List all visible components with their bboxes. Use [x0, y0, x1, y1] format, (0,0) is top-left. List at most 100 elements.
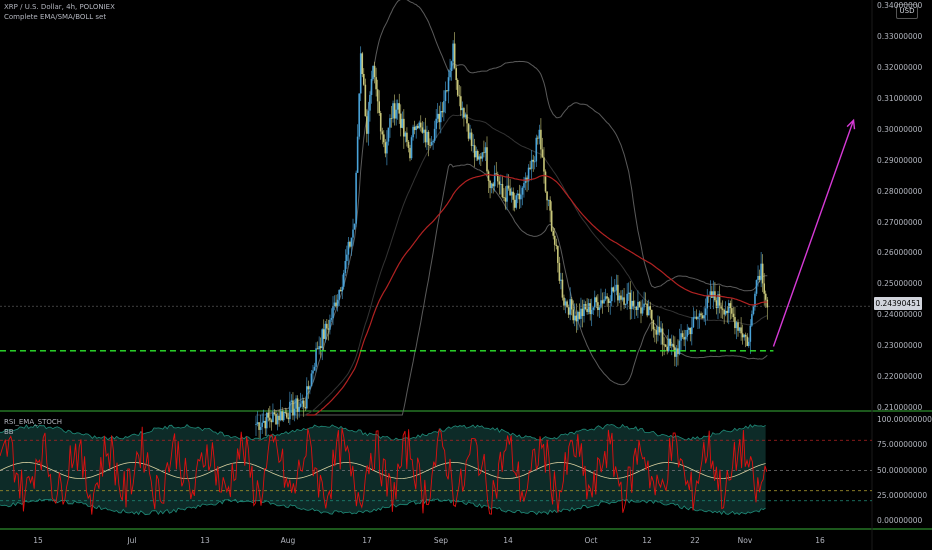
- candle-body: [367, 110, 370, 134]
- candle-body: [383, 134, 385, 143]
- candle-body: [456, 79, 459, 96]
- candle-body: [332, 306, 334, 319]
- candle-body: [661, 328, 664, 345]
- candle-body: [732, 313, 735, 318]
- candle-body: [641, 307, 644, 314]
- candle-body: [535, 137, 538, 162]
- candle-body: [353, 223, 356, 230]
- candle-body: [419, 122, 422, 128]
- currency-button[interactable]: USD: [896, 4, 918, 19]
- candle-body: [270, 420, 273, 423]
- candle-body: [341, 286, 344, 292]
- candle-body: [490, 183, 493, 189]
- candle-body: [381, 131, 384, 135]
- candle-body: [689, 327, 692, 335]
- price-axis-label: 0.24000000: [877, 310, 923, 320]
- candle-body: [691, 327, 693, 335]
- oscillator-axis-label: 0.00000000: [877, 515, 923, 525]
- candle-body: [480, 156, 482, 159]
- candle-body: [460, 96, 462, 111]
- candle-body: [764, 293, 767, 300]
- candle-body: [677, 348, 679, 355]
- candle-body: [324, 323, 327, 339]
- candle-body: [614, 290, 616, 292]
- candle-body: [278, 415, 280, 421]
- oscillator-band-upper: [0, 423, 766, 441]
- candle-body: [644, 303, 647, 305]
- candle-body: [501, 183, 504, 198]
- candle-body: [663, 344, 665, 346]
- candle-body: [512, 191, 514, 200]
- candle-body: [282, 411, 285, 421]
- candle-body: [669, 338, 672, 346]
- candle-body: [273, 412, 276, 415]
- candle-body: [595, 297, 598, 303]
- candle-body: [370, 78, 373, 95]
- candle-body: [569, 299, 571, 315]
- oscillator-subtitle[interactable]: BB: [4, 428, 14, 436]
- candle-body: [265, 412, 268, 429]
- candle-body: [470, 132, 473, 146]
- candle-body: [686, 329, 688, 337]
- candle-body: [292, 400, 294, 416]
- candle-body: [707, 296, 710, 297]
- candle-body: [761, 263, 764, 284]
- candle-body: [293, 408, 296, 416]
- candle-body: [646, 303, 648, 316]
- candle-body: [269, 417, 271, 421]
- candle-body: [481, 152, 484, 159]
- candle-body: [281, 411, 283, 421]
- candle-body: [757, 275, 759, 281]
- candle-body: [533, 161, 536, 163]
- candle-body: [416, 125, 419, 129]
- time-axis-label: 22: [690, 536, 700, 545]
- candle-body: [721, 308, 724, 310]
- candle-body: [453, 43, 456, 69]
- candle-body: [316, 348, 319, 350]
- candle-body: [466, 114, 468, 124]
- candle-body: [655, 330, 658, 335]
- candle-body: [424, 129, 427, 143]
- candle-body: [315, 348, 317, 367]
- candle-body: [638, 301, 641, 308]
- candle-body: [333, 302, 336, 307]
- candle-body: [627, 292, 630, 294]
- candle-body: [603, 299, 605, 304]
- candle-body: [630, 300, 633, 310]
- candle-body: [393, 103, 396, 119]
- candle-body: [447, 77, 450, 92]
- candle-body: [306, 386, 308, 409]
- price-axis-label: 0.29000000: [877, 155, 923, 165]
- symbol-title[interactable]: XRP / U.S. Dollar, 4h, POLONIEX: [4, 3, 115, 11]
- candle-body: [634, 306, 636, 308]
- candle-body: [344, 260, 347, 273]
- candle-body: [329, 319, 331, 330]
- candle-body: [433, 128, 436, 141]
- projection-arrow-head: [846, 118, 856, 130]
- candle-body: [701, 315, 704, 319]
- candle-body: [338, 290, 340, 300]
- candle-body: [352, 229, 354, 238]
- candle-body: [493, 173, 496, 187]
- indicator-title[interactable]: Complete EMA/SMA/BOLL set: [4, 13, 107, 21]
- candle-body: [403, 118, 405, 137]
- candle-body: [390, 118, 393, 119]
- candle-body: [635, 306, 638, 311]
- price-axis-label: 0.30000000: [877, 124, 923, 134]
- candle-body: [727, 303, 730, 313]
- candle-body: [289, 401, 291, 420]
- oscillator-axis-label: 25.00000000: [877, 490, 928, 500]
- candle-body: [286, 412, 288, 418]
- candle-body: [398, 103, 401, 114]
- last-price-tag: 0.24390451: [874, 297, 922, 310]
- time-axis-label: 16: [815, 536, 825, 545]
- candle-body: [407, 141, 410, 148]
- candle-body: [449, 71, 451, 78]
- candle-body: [366, 116, 368, 134]
- candle-body: [517, 193, 519, 196]
- candle-body: [467, 123, 470, 139]
- oscillator-title[interactable]: RSI_EMA_STOCH: [4, 418, 63, 426]
- candle-body: [549, 199, 551, 211]
- candle-body: [272, 412, 274, 423]
